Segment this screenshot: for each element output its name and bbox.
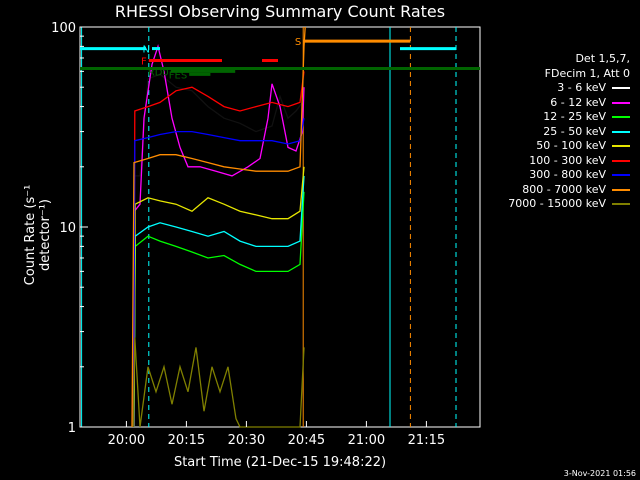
legend-header-line-2: FDecim 1, Att 0: [544, 66, 630, 80]
legend-label-5: 100 - 300 keV: [529, 153, 606, 167]
legend-swatch-6: [612, 174, 630, 177]
legend-swatch-2: [612, 116, 630, 119]
series-line-3: [133, 175, 305, 428]
legend-entry-6: 300 - 800 keV: [508, 168, 630, 183]
legend-entry-7: 800 - 7000 keV: [508, 183, 630, 198]
x-tick-label-3: 20:45: [288, 433, 325, 448]
series-line-2: [133, 191, 305, 428]
x-tick-label-5: 21:15: [408, 433, 445, 448]
legend-label-7: 800 - 7000 keV: [522, 182, 606, 196]
legend: Det 1,5,7, FDecim 1, Att 0 3 - 6 keV 6 - …: [508, 52, 630, 212]
plot-frame: [79, 26, 481, 428]
footer-date: 3-Nov-2021 01:56: [563, 469, 636, 478]
x-axis-label: Start Time (21-Dec-15 19:48:22): [173, 455, 387, 470]
flag-label-7: FES: [169, 70, 187, 81]
legend-label-0: 3 - 6 keV: [557, 81, 606, 94]
x-tick-label-4: 21:00: [348, 433, 385, 448]
y-axis-label: Count Rate (s⁻¹ detector⁻¹): [23, 184, 53, 286]
y-tick-label-2: 1: [68, 421, 76, 436]
legend-swatch-0: [612, 87, 630, 90]
series-line-6: [132, 118, 305, 428]
x-tick-label-2: 20:30: [228, 433, 265, 448]
legend-swatch-8: [612, 203, 630, 206]
series-line-7: [131, 26, 306, 428]
legend-label-6: 300 - 800 keV: [529, 168, 606, 181]
legend-entry-1: 6 - 12 keV: [508, 96, 630, 111]
y-tick-label-0: 100: [51, 21, 76, 36]
legend-entries: 3 - 6 keV 6 - 12 keV 12 - 25 keV 25 - 50 ke…: [508, 81, 630, 212]
series-line-1: [132, 44, 305, 428]
y-tick-label-1: 10: [59, 221, 76, 236]
flag-label-4: F: [141, 56, 147, 67]
legend-swatch-4: [612, 145, 630, 148]
legend-header-line-1: Det 1,5,7,: [575, 52, 630, 65]
legend-label-1: 6 - 12 keV: [550, 95, 606, 109]
x-axis-ticks: 20:00 20:15 20:30 20:45 21:00 21:15: [108, 421, 445, 448]
vertical-markers: [81, 27, 457, 427]
legend-swatch-7: [612, 188, 630, 191]
legend-swatch-3: [612, 130, 630, 133]
legend-entry-8: 7000 - 15000 keV: [508, 197, 630, 212]
flag-label-2: N: [143, 45, 150, 56]
legend-entry-3: 25 - 50 keV: [508, 125, 630, 140]
series-line-8: [132, 337, 305, 428]
legend-entry-5: 100 - 300 keV: [508, 154, 630, 169]
legend-entry-0: 3 - 6 keV: [508, 81, 630, 96]
flag-label-6: RD0: [148, 67, 169, 78]
series-line-4: [133, 166, 305, 428]
series-line-5: [132, 71, 305, 428]
legend-swatch-5: [612, 159, 630, 162]
legend-label-8: 7000 - 15000 keV: [508, 197, 606, 210]
legend-label-4: 50 - 100 keV: [536, 139, 606, 152]
legend-entry-4: 50 - 100 keV: [508, 139, 630, 154]
series-line-0: [131, 71, 305, 428]
x-tick-label-0: 20:00: [108, 433, 145, 448]
y-axis-ticks: 100 10 1: [51, 21, 88, 436]
series-lines: [131, 26, 306, 428]
legend-label-3: 25 - 50 keV: [543, 124, 606, 138]
x-tick-label-1: 20:15: [168, 433, 205, 448]
chart-title: RHESSI Observing Summary Count Rates: [114, 2, 446, 21]
legend-swatch-1: [612, 101, 630, 104]
flag-label-8: S: [295, 37, 301, 48]
legend-label-2: 12 - 25 keV: [543, 110, 606, 123]
legend-entry-2: 12 - 25 keV: [508, 110, 630, 125]
